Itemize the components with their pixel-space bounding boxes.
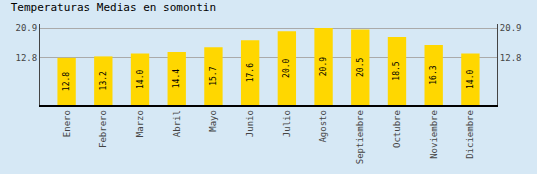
svg-text:Septiembre: Septiembre: [355, 110, 365, 164]
svg-text:Noviembre: Noviembre: [429, 110, 439, 159]
svg-text:Marzo: Marzo: [135, 110, 145, 137]
svg-text:Febrero: Febrero: [98, 110, 108, 148]
svg-text:Octubre: Octubre: [392, 110, 402, 148]
svg-text:12.8: 12.8: [16, 53, 38, 63]
svg-text:18.5: 18.5: [392, 61, 401, 80]
svg-text:Temperaturas Medias en somonti: Temperaturas Medias en somontin: [11, 1, 216, 14]
svg-text:Julio: Julio: [282, 110, 292, 137]
svg-text:13.2: 13.2: [99, 71, 108, 90]
svg-text:12.8: 12.8: [62, 72, 71, 91]
svg-text:Diciembre: Diciembre: [465, 110, 475, 159]
svg-text:20.0: 20.0: [282, 58, 291, 77]
svg-text:17.6: 17.6: [246, 63, 255, 82]
svg-text:Abril: Abril: [172, 110, 182, 137]
svg-text:20.9: 20.9: [319, 57, 328, 76]
svg-text:Mayo: Mayo: [208, 110, 218, 132]
svg-text:16.3: 16.3: [429, 65, 438, 84]
svg-text:Enero: Enero: [62, 110, 72, 137]
svg-text:14.4: 14.4: [172, 69, 181, 88]
svg-text:14.0: 14.0: [136, 70, 145, 89]
svg-text:12.8: 12.8: [500, 53, 522, 63]
svg-text:14.0: 14.0: [466, 70, 475, 89]
svg-text:Junio: Junio: [245, 110, 255, 137]
svg-text:15.7: 15.7: [209, 66, 218, 85]
svg-text:20.9: 20.9: [16, 23, 38, 33]
svg-text:20.9: 20.9: [500, 23, 522, 33]
svg-text:Agosto: Agosto: [318, 110, 328, 143]
svg-text:20.5: 20.5: [356, 58, 365, 77]
